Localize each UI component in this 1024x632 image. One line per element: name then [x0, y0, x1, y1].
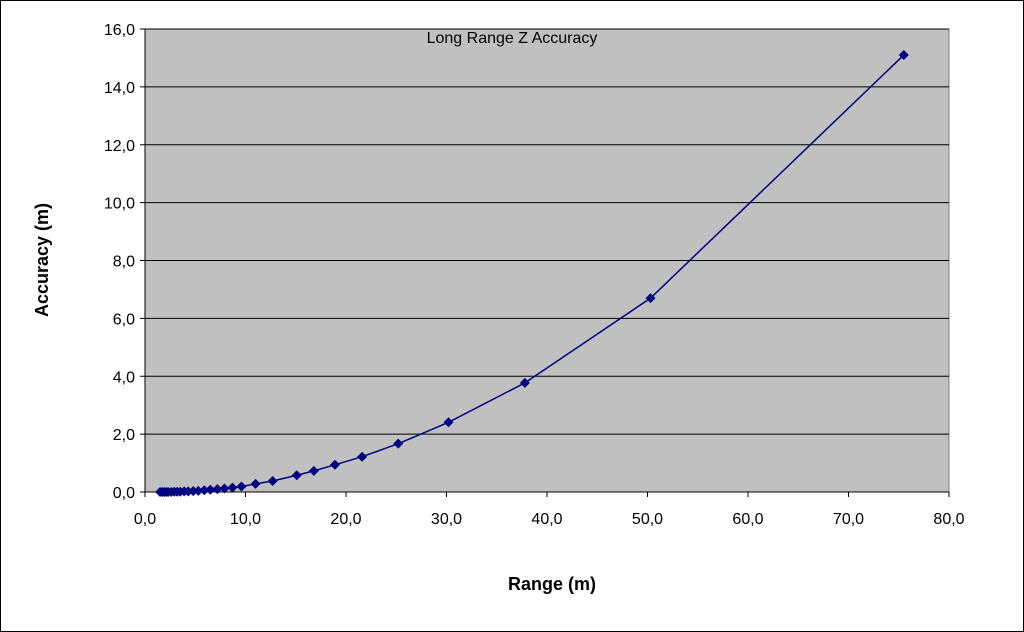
data-point-marker [227, 482, 238, 493]
y-tick-label: 14,0 [104, 80, 135, 97]
data-point-marker [645, 293, 656, 304]
data-point-marker [357, 451, 368, 462]
data-point-marker [393, 438, 404, 449]
data-point-marker [236, 481, 247, 492]
data-point-marker [219, 483, 230, 494]
data-point-marker [443, 417, 454, 428]
series-markers [155, 50, 909, 497]
chart-title: Long Range Z Accuracy [427, 30, 598, 47]
y-tick-label: 12,0 [104, 138, 135, 155]
x-tick-label: 20,0 [330, 511, 361, 528]
x-tick-label: 60,0 [732, 511, 763, 528]
data-point-marker [199, 485, 210, 496]
data-point-marker [519, 377, 530, 388]
y-tick-label: 6,0 [113, 311, 135, 328]
data-point-marker [250, 478, 261, 489]
x-tick-label: 0,0 [134, 511, 156, 528]
x-tick-label: 80,0 [933, 511, 964, 528]
data-point-marker [212, 484, 223, 495]
x-tick-label: 10,0 [230, 511, 261, 528]
x-axis-ticks: 0,0 10,0 20,0 30,0 40,0 50,0 60,0 70,0 80,0 [134, 511, 965, 528]
y-tick-label: 8,0 [113, 254, 135, 271]
data-point-marker [205, 484, 216, 495]
y-tick-label: 4,0 [113, 369, 135, 386]
x-tick-label: 30,0 [431, 511, 462, 528]
x-tick-label: 50,0 [632, 511, 663, 528]
y-tick-label: 0,0 [113, 485, 135, 502]
data-point-marker [193, 485, 204, 496]
data-point-marker [898, 50, 909, 61]
y-axis-label: Accuracy (m) [32, 203, 52, 317]
data-point-marker [267, 476, 278, 487]
x-axis-label: Range (m) [508, 574, 596, 594]
data-point-marker [329, 459, 340, 470]
data-point-marker [308, 465, 319, 476]
axes [140, 28, 950, 497]
y-axis-ticks: 0,0 2,0 4,0 6,0 8,0 10,0 12,0 14,0 16,0 [104, 22, 135, 502]
y-tick-label: 10,0 [104, 196, 135, 213]
data-point-marker [291, 470, 302, 481]
x-tick-label: 70,0 [833, 511, 864, 528]
gridlines [145, 28, 949, 435]
y-tick-label: 16,0 [104, 22, 135, 39]
x-tick-label: 40,0 [531, 511, 562, 528]
y-tick-label: 2,0 [113, 427, 135, 444]
